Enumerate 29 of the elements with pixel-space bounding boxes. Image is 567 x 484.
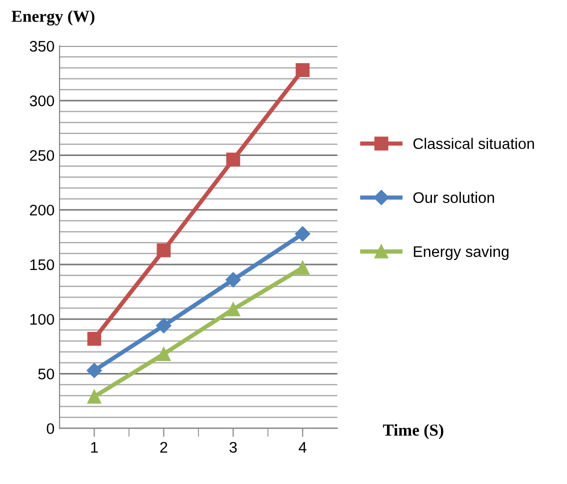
y-tick-label: 250	[30, 150, 54, 161]
x-tick-label: 1	[91, 442, 98, 453]
point	[295, 226, 310, 242]
y-tick-label: 150	[30, 259, 54, 270]
legend-label: Classical situation	[413, 138, 534, 150]
x-axis-title: Time (S)	[382, 424, 444, 440]
point	[87, 332, 102, 346]
y-tick-label: 200	[30, 204, 54, 216]
point	[156, 243, 171, 258]
y-axis-title: Energy (W)	[12, 10, 94, 26]
point	[226, 272, 241, 288]
point	[156, 347, 171, 361]
y-tick-label: 100	[30, 314, 54, 325]
y-tick-label: 350	[30, 40, 54, 52]
point	[156, 318, 172, 334]
legend-label: Our solution	[413, 192, 494, 204]
point	[86, 362, 102, 378]
point	[296, 63, 310, 77]
point	[87, 390, 102, 404]
x-tick-label: 2	[160, 442, 168, 453]
point	[226, 152, 240, 167]
point	[296, 260, 310, 275]
y-tick-label: 50	[38, 368, 54, 380]
x-tick-label: 4	[298, 442, 306, 453]
x-tick-label: 3	[230, 442, 237, 453]
y-tick-label: 0	[46, 423, 54, 434]
legend-label: Energy saving	[414, 246, 508, 260]
point	[226, 302, 240, 316]
y-tick-label: 300	[30, 95, 54, 106]
